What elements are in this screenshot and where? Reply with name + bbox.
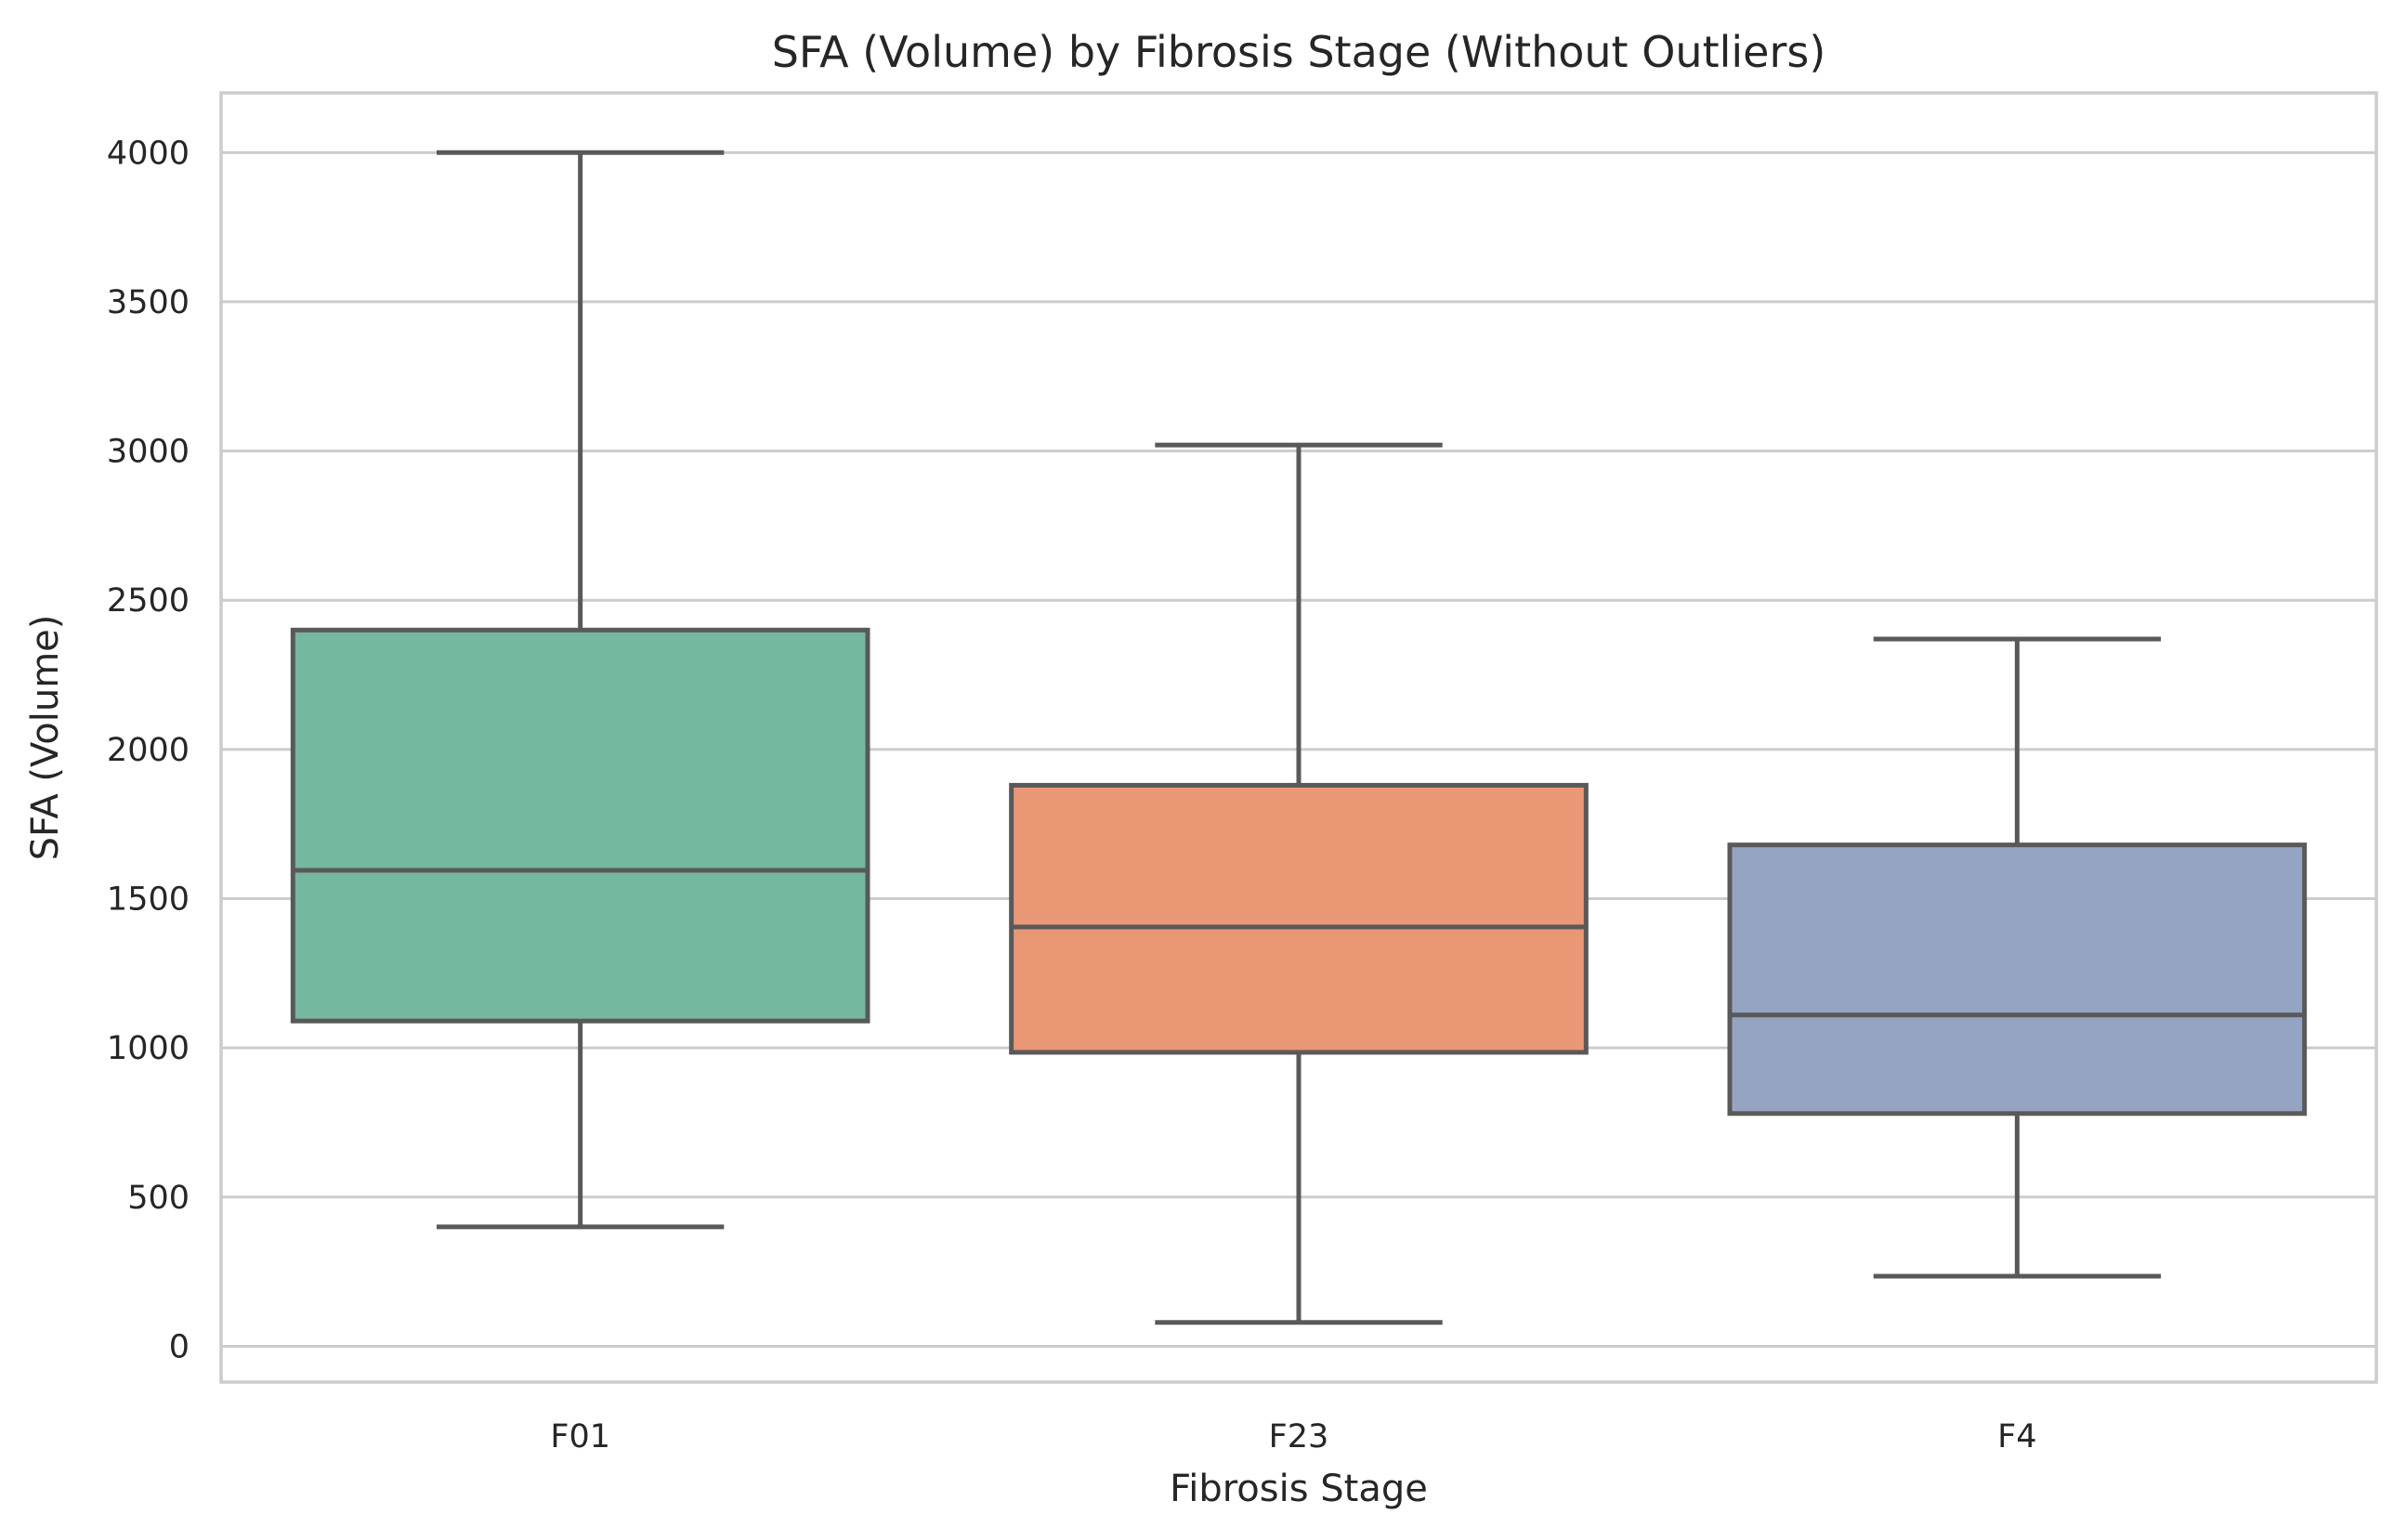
boxes [290,150,2308,1325]
y-tick-label: 500 [127,1180,190,1217]
x-tick-label: F01 [550,1418,610,1455]
y-tick-label: 1000 [107,1030,190,1067]
x-tick-label: F4 [1997,1418,2036,1455]
y-tick-label: 4000 [107,135,190,172]
plot-frame [219,91,2378,1384]
y-tick-label: 2500 [107,582,190,620]
x-tick-label: F23 [1269,1418,1329,1455]
box-f23 [1009,442,1589,1325]
y-tick-labels: 0 500 1000 1500 2000 2500 3000 3500 4000 [107,135,190,1365]
y-tick-label: 2000 [107,732,190,769]
x-tick-labels: F01 F23 F4 [550,1418,2036,1455]
iqr-box [290,627,870,1024]
x-axis-label: Fibrosis Stage [1170,1468,1428,1510]
y-tick-label: 3500 [107,284,190,321]
box-f4 [1727,636,2308,1279]
y-tick-label: 3000 [107,434,190,471]
box-f01 [290,150,870,1230]
iqr-box [1009,782,1589,1055]
y-axis-label: SFA (Volume) [24,615,67,861]
y-tick-label: 0 [169,1328,190,1365]
chart-title: SFA (Volume) by Fibrosis Stage (Without … [772,27,1826,77]
y-tick-label: 1500 [107,881,190,919]
iqr-box [1727,842,2308,1116]
